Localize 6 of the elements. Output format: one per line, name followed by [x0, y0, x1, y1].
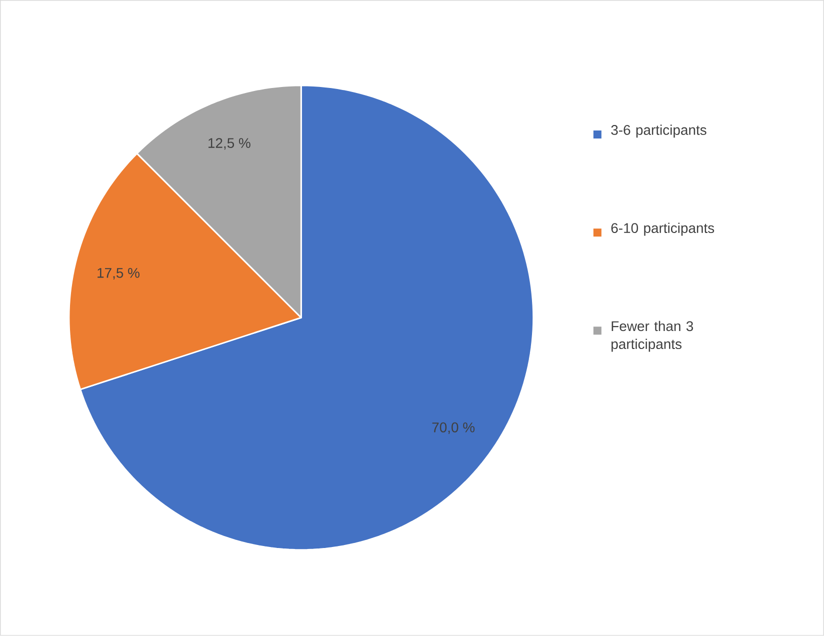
legend-label: Fewer than 3 participants	[612, 320, 694, 352]
data-label: 12,5 %	[208, 138, 250, 150]
legend-label: 6-10 participants	[611, 222, 714, 236]
data-label: 70,0 %	[432, 422, 475, 434]
legend-label: 3-6 participants	[611, 124, 706, 138]
data-label: 17,5 %	[98, 268, 140, 280]
